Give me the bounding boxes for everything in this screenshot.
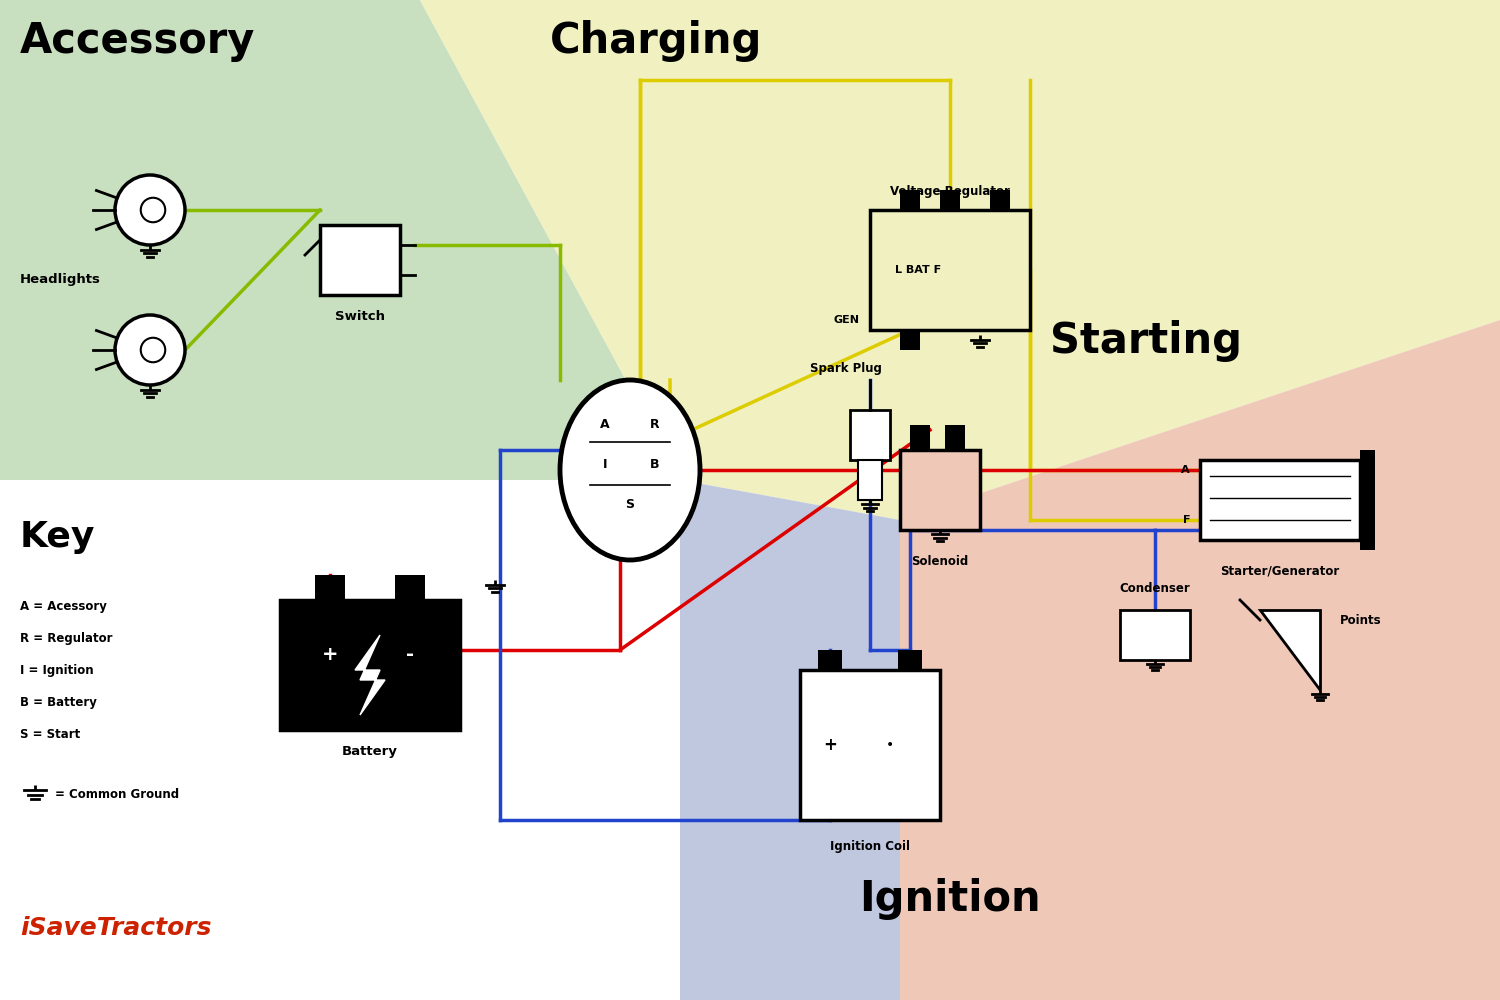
Polygon shape	[1260, 610, 1320, 690]
Polygon shape	[0, 0, 680, 480]
Bar	[900, 330, 920, 350]
Text: A = Acessory: A = Acessory	[20, 600, 106, 613]
Text: A: A	[600, 418, 610, 432]
Text: Condenser: Condenser	[1119, 582, 1191, 595]
Text: Key: Key	[20, 520, 96, 554]
Bar	[990, 190, 1010, 210]
Bar	[320, 225, 400, 295]
Text: iSaveTractors: iSaveTractors	[20, 916, 211, 940]
Bar	[858, 460, 882, 500]
Text: Spark Plug: Spark Plug	[810, 362, 882, 375]
Bar	[394, 575, 424, 600]
Bar	[1360, 450, 1376, 550]
Text: Voltage Regulator: Voltage Regulator	[890, 185, 1010, 198]
Text: +: +	[321, 646, 339, 664]
Circle shape	[116, 315, 184, 385]
Text: R = Regulator: R = Regulator	[20, 632, 112, 645]
Text: Starting: Starting	[1050, 320, 1242, 362]
Text: I: I	[603, 458, 608, 472]
Polygon shape	[680, 480, 900, 1000]
Text: F: F	[1182, 515, 1190, 525]
Text: L BAT F: L BAT F	[896, 265, 940, 275]
Text: = Common Ground: = Common Ground	[56, 788, 178, 802]
Bar	[818, 650, 842, 670]
Bar	[1200, 460, 1360, 540]
Circle shape	[116, 175, 184, 245]
Bar	[850, 410, 889, 460]
Text: Starter/Generator: Starter/Generator	[1221, 565, 1340, 578]
Bar	[945, 425, 964, 450]
Bar	[1120, 610, 1190, 660]
Text: Ignition Coil: Ignition Coil	[830, 840, 910, 853]
Text: B: B	[651, 458, 660, 472]
Polygon shape	[356, 635, 386, 715]
Text: S: S	[626, 498, 634, 512]
Text: Battery: Battery	[342, 745, 398, 758]
Text: GEN: GEN	[834, 315, 860, 325]
Text: Ignition: Ignition	[859, 878, 1041, 920]
Text: B = Battery: B = Battery	[20, 696, 98, 709]
Polygon shape	[900, 320, 1500, 1000]
Bar	[280, 600, 460, 730]
Polygon shape	[0, 480, 680, 1000]
Text: +: +	[824, 736, 837, 754]
Polygon shape	[420, 0, 1500, 520]
Text: Switch: Switch	[334, 310, 386, 323]
Text: Solenoid: Solenoid	[912, 555, 969, 568]
Text: -: -	[406, 646, 414, 664]
Text: I = Ignition: I = Ignition	[20, 664, 93, 677]
Bar	[900, 450, 980, 530]
Ellipse shape	[560, 380, 700, 560]
Text: Accessory: Accessory	[20, 20, 255, 62]
Bar	[800, 670, 940, 820]
Text: Headlights: Headlights	[20, 273, 101, 286]
Bar	[900, 190, 920, 210]
Text: S = Start: S = Start	[20, 728, 81, 741]
Bar	[315, 575, 345, 600]
Text: Points: Points	[1340, 613, 1382, 626]
Bar	[898, 650, 922, 670]
Bar	[910, 425, 930, 450]
Text: A: A	[1182, 465, 1190, 475]
Text: R: R	[650, 418, 660, 432]
Bar	[870, 210, 1030, 330]
Text: •: •	[886, 738, 894, 752]
Bar	[940, 190, 960, 210]
Text: Charging: Charging	[550, 20, 762, 62]
